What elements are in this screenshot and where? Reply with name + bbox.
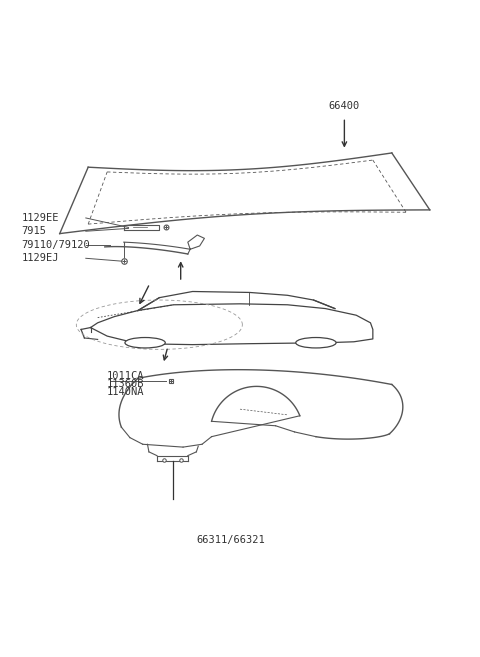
Text: 66311/66321: 66311/66321: [196, 535, 265, 545]
Text: 66400: 66400: [329, 101, 360, 111]
Text: 1129EJ: 1129EJ: [22, 254, 59, 263]
Text: 11360B: 11360B: [107, 379, 144, 389]
Text: 1140NA: 1140NA: [107, 387, 144, 397]
Ellipse shape: [125, 338, 165, 348]
Text: 1011CA: 1011CA: [107, 371, 144, 381]
Text: 1129EE: 1129EE: [22, 213, 59, 223]
Text: 7915: 7915: [22, 226, 47, 237]
Ellipse shape: [296, 338, 336, 348]
Text: 79110/79120: 79110/79120: [22, 240, 91, 250]
